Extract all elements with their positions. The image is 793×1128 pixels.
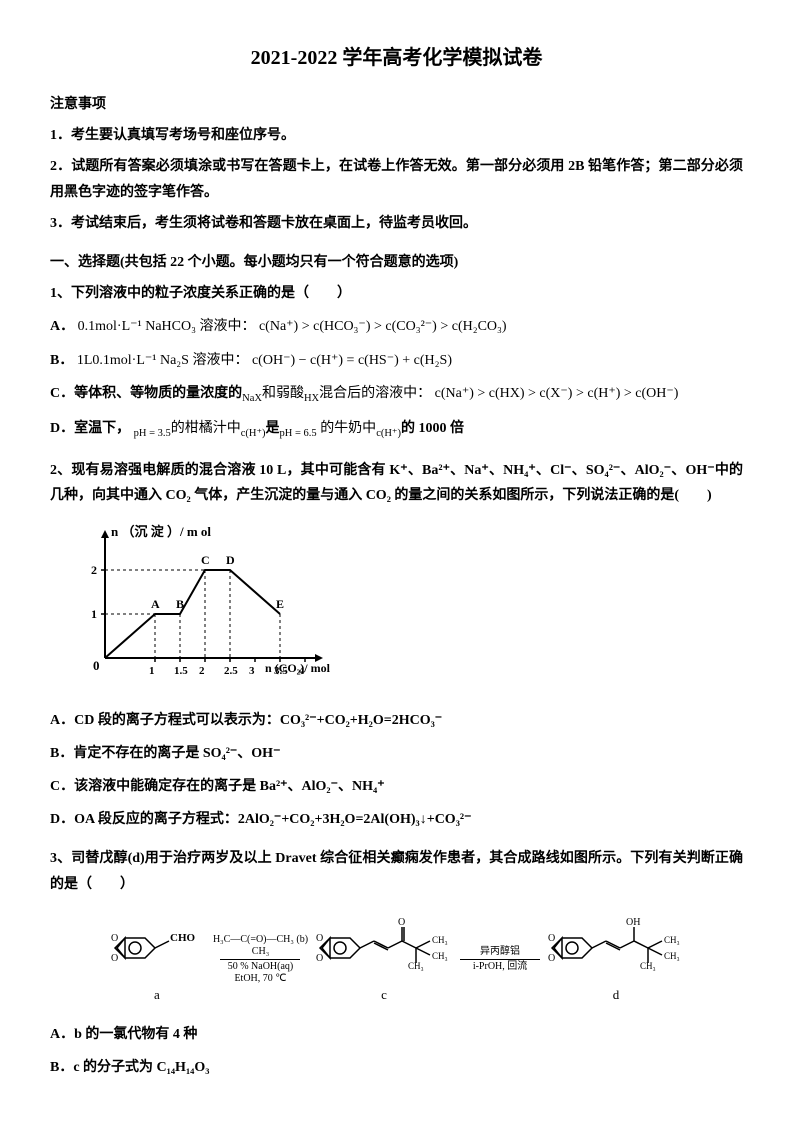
notice-3: 3．考试结束后，考生须将试卷和答题卡放在桌面上，待监考员收回。 bbox=[50, 211, 743, 236]
svg-text:1.5: 1.5 bbox=[174, 665, 188, 677]
arrow2-top: 异丙醇铝 bbox=[460, 946, 540, 958]
q3-opt-a: A．b 的一氯代物有 4 种 bbox=[50, 1022, 743, 1047]
notice-2: 2．试题所有答案必须填涂或书写在答题卡上，在试卷上作答无效。第一部分必须用 2B… bbox=[50, 154, 743, 204]
notice-header: 注意事项 bbox=[50, 92, 743, 117]
svg-text:C: C bbox=[201, 553, 210, 567]
mol-c-svg: O CH₃ CH₃ CH₃ O O bbox=[314, 913, 454, 973]
svg-text:CH₃: CH₃ bbox=[664, 935, 680, 945]
arrow-2: 异丙醇铝 i-PrOH, 回流 bbox=[460, 946, 540, 973]
svg-text:2: 2 bbox=[199, 665, 205, 677]
arrow2-line bbox=[460, 959, 540, 960]
q1-c-pre: C．等体积、等物质的量浓度的 bbox=[50, 386, 242, 401]
q1-opt-d: D．室温下， pH = 3.5的柑橘汁中c(H⁺)是pH = 6.5 的牛奶中c… bbox=[50, 416, 743, 444]
svg-text:0: 0 bbox=[93, 658, 100, 673]
svg-text:CH₃: CH₃ bbox=[408, 961, 424, 971]
notice-1: 1．考生要认真填写考场号和座位序号。 bbox=[50, 123, 743, 148]
svg-text:A: A bbox=[151, 597, 160, 611]
svg-text:4: 4 bbox=[299, 665, 305, 677]
arrow1-top2: CH₃ bbox=[213, 946, 308, 958]
q1-d-post: 的 1000 倍 bbox=[401, 421, 464, 436]
q1-b-post: 溶液中： bbox=[192, 353, 248, 368]
svg-text:O: O bbox=[111, 953, 118, 964]
svg-text:1: 1 bbox=[149, 665, 155, 677]
mol-a-svg: CHO O O bbox=[107, 913, 207, 973]
q1-c-mid1: NaX bbox=[242, 392, 262, 403]
q1-c-mid3: HX bbox=[304, 392, 319, 403]
svg-text:O: O bbox=[548, 953, 555, 964]
q1-d-pre: D．室温下， bbox=[50, 421, 130, 436]
svg-text:CHO: CHO bbox=[170, 932, 196, 944]
arrow1-bot1: 50 % NaOH(aq) bbox=[213, 961, 308, 973]
svg-text:CH₃: CH₃ bbox=[432, 935, 448, 945]
q2-opt-c: C．该溶液中能确定存在的离子是 Ba²⁺、AlO₂⁻、NH₄⁺ bbox=[50, 774, 743, 799]
q2-opt-a: A．CD 段的离子方程式可以表示为：CO₃²⁻+CO₂+H₂O=2HCO₃⁻ bbox=[50, 708, 743, 733]
q1-opt-c: C．等体积、等物质的量浓度的NaX和弱酸HX混合后的溶液中： c(Na⁺) > … bbox=[50, 381, 743, 409]
svg-text:CH₃: CH₃ bbox=[432, 951, 448, 961]
arrow1-bot2: EtOH, 70 ℃ bbox=[213, 973, 308, 985]
mol-c-label: c bbox=[314, 983, 454, 1006]
svg-text:2.5: 2.5 bbox=[224, 665, 238, 677]
q1-a-mid: 0.1mol·L⁻¹ NaHCO₃ bbox=[78, 319, 196, 334]
mol-a-label: a bbox=[107, 983, 207, 1006]
svg-text:2: 2 bbox=[91, 563, 97, 577]
q1-d-mid5: pH = 6.5 bbox=[280, 428, 317, 439]
arrow1-line bbox=[220, 959, 300, 960]
q1-a-pre: A． bbox=[50, 319, 74, 334]
mol-a: CHO O O a bbox=[107, 913, 207, 1006]
svg-text:O: O bbox=[111, 933, 118, 944]
svg-text:O: O bbox=[398, 917, 405, 928]
q1-c-post: 混合后的溶液中： bbox=[319, 386, 431, 401]
svg-text:O: O bbox=[316, 953, 323, 964]
svg-text:O: O bbox=[316, 933, 323, 944]
svg-text:OH: OH bbox=[626, 917, 640, 928]
svg-text:n （沉 淀 ）/ m ol: n （沉 淀 ）/ m ol bbox=[111, 524, 211, 539]
q1-c-formula: c(Na⁺) > c(HX) > c(X⁻) > c(H⁺) > c(OH⁻) bbox=[435, 386, 679, 401]
svg-text:E: E bbox=[276, 597, 284, 611]
q1-d-mid3: c(H⁺) bbox=[241, 428, 266, 439]
q2-chart: n （沉 淀 ）/ m oln (CO₂)/ mol011.522.533.54… bbox=[70, 518, 743, 697]
q1-b-formula: c(OH⁻) − c(H⁺) = c(HS⁻) + c(H₂S) bbox=[252, 353, 452, 368]
svg-text:3: 3 bbox=[249, 665, 255, 677]
q2-opt-d: D．OA 段反应的离子方程式：2AlO₂⁻+CO₂+3H₂O=2Al(OH)₃↓… bbox=[50, 807, 743, 832]
q3-scheme: CHO O O a H₃C—C(=O)—CH₃ (b) CH₃ 50 % NaO… bbox=[50, 913, 743, 1006]
q1-d-mid2: 的柑橘汁中 bbox=[171, 421, 241, 436]
q3-opt-b: B．c 的分子式为 C₁₄H₁₄O₃ bbox=[50, 1055, 743, 1080]
q1-b-pre: B． bbox=[50, 353, 73, 368]
svg-text:3.5: 3.5 bbox=[274, 665, 288, 677]
svg-text:O: O bbox=[548, 933, 555, 944]
arrow2-bot: i-PrOH, 回流 bbox=[460, 961, 540, 973]
svg-text:CH₃: CH₃ bbox=[640, 961, 656, 971]
q1-c-mid2: 和弱酸 bbox=[262, 386, 304, 401]
q1-opt-b: B． 1L0.1mol·L⁻¹ Na₂S 溶液中： c(OH⁻) − c(H⁺)… bbox=[50, 348, 743, 373]
q1-stem: 1、下列溶液中的粒子浓度关系正确的是（ ） bbox=[50, 281, 743, 306]
q1-d-mid7: c(H⁺) bbox=[376, 428, 401, 439]
svg-text:CH₃: CH₃ bbox=[664, 951, 680, 961]
q2-chart-svg: n （沉 淀 ）/ m oln (CO₂)/ mol011.522.533.54… bbox=[70, 518, 330, 688]
svg-text:B: B bbox=[176, 597, 184, 611]
q1-d-mid1: pH = 3.5 bbox=[134, 428, 171, 439]
mol-c: O CH₃ CH₃ CH₃ O O c bbox=[314, 913, 454, 1006]
q3-stem: 3、司替戊醇(d)用于治疗两岁及以上 Dravet 综合征相关癫痫发作患者，其合… bbox=[50, 846, 743, 896]
svg-text:1: 1 bbox=[91, 607, 97, 621]
q1-d-mid4: 是 bbox=[266, 421, 280, 436]
q1-a-post: 溶液中： bbox=[199, 319, 255, 334]
q2-stem: 2、现有易溶强电解质的混合溶液 10 L，其中可能含有 K⁺、Ba²⁺、Na⁺、… bbox=[50, 458, 743, 508]
mol-d-label: d bbox=[546, 983, 686, 1006]
mol-d: OH CH₃ CH₃ CH₃ O O d bbox=[546, 913, 686, 1006]
page-title: 2021-2022 学年高考化学模拟试卷 bbox=[50, 40, 743, 76]
q1-opt-a: A． 0.1mol·L⁻¹ NaHCO₃ 溶液中： c(Na⁺) > c(HCO… bbox=[50, 314, 743, 339]
arrow-1: H₃C—C(=O)—CH₃ (b) CH₃ 50 % NaOH(aq) EtOH… bbox=[213, 934, 308, 985]
svg-text:D: D bbox=[226, 553, 235, 567]
mol-d-svg: OH CH₃ CH₃ CH₃ O O bbox=[546, 913, 686, 973]
q1-d-mid6: 的牛奶中 bbox=[317, 421, 377, 436]
section-1-header: 一、选择题(共包括 22 个小题。每小题均只有一个符合题意的选项) bbox=[50, 250, 743, 275]
q1-b-mid: 1L0.1mol·L⁻¹ Na₂S bbox=[77, 353, 189, 368]
q2-opt-b: B．肯定不存在的离子是 SO₄²⁻、OH⁻ bbox=[50, 741, 743, 766]
arrow1-top1: H₃C—C(=O)—CH₃ (b) bbox=[213, 934, 308, 946]
q1-a-formula: c(Na⁺) > c(HCO₃⁻) > c(CO₃²⁻) > c(H₂CO₃) bbox=[259, 319, 507, 334]
